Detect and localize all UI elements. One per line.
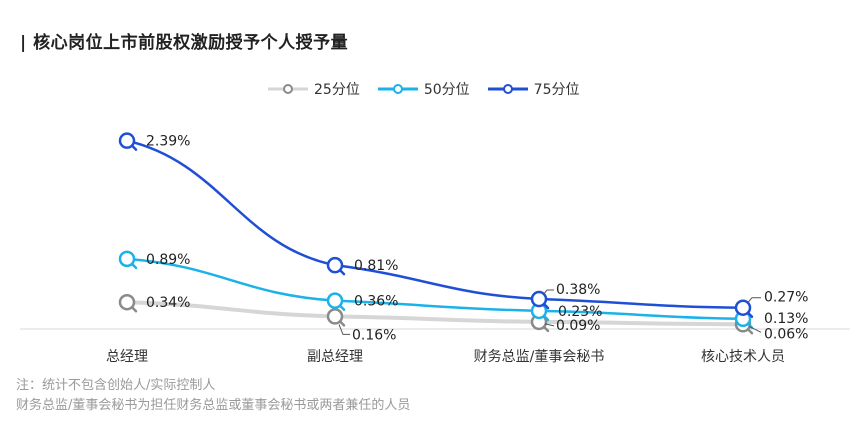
data-point-tail <box>130 262 138 270</box>
data-label: 0.81% <box>354 258 398 274</box>
data-label: 0.36% <box>354 294 398 310</box>
legend-swatch-25 <box>268 84 308 94</box>
legend-swatch-50 <box>377 84 418 94</box>
series-layer <box>125 139 745 327</box>
data-label: 0.34% <box>146 295 190 311</box>
data-point-tail <box>746 311 754 318</box>
data-point-tail <box>338 320 346 327</box>
legend-item-50: 50分位 <box>377 79 470 99</box>
data-label: 0.38% <box>556 282 600 298</box>
data-point <box>326 256 344 274</box>
series-line-0 <box>125 300 745 327</box>
label-leader <box>338 324 350 335</box>
data-point-tail <box>338 304 346 311</box>
marker-layer <box>118 132 754 335</box>
data-point <box>326 308 344 325</box>
data-point <box>530 290 548 308</box>
chart-notes: 注：统计不包含创始人/实际控制人 财务总监/董事会秘书为担任财务总监或董事会秘书… <box>16 376 410 416</box>
label-leader <box>746 297 761 305</box>
data-point-tail <box>130 305 138 313</box>
legend-label-50: 50分位 <box>423 82 470 98</box>
legend-label-25: 25分位 <box>314 82 360 98</box>
label-leader <box>748 325 762 333</box>
label-leader <box>544 323 555 327</box>
series-line-1 <box>125 257 745 321</box>
label-layer: 0.34% 0.16% 0.09% 0.06% 0.89% 0.36% 0.23% 0.13%… <box>146 134 808 344</box>
data-point-tail <box>542 314 550 322</box>
legend: 25分位 50分位 75分位 <box>268 79 579 99</box>
x-tick-label: 核心技术人员 <box>701 349 785 365</box>
legend-swatch-75 <box>487 84 528 94</box>
data-point <box>118 132 136 149</box>
legend-label-75: 75分位 <box>533 82 580 98</box>
data-point <box>326 292 344 309</box>
legend-item-75: 75分位 <box>487 79 580 99</box>
data-label: 2.39% <box>146 134 190 150</box>
chart-title: | 核心岗位上市前股权激励授予个人授予量 <box>20 33 349 53</box>
series-line-2 <box>125 139 745 309</box>
data-point-tail <box>542 302 550 310</box>
data-label: 0.06% <box>764 326 808 342</box>
data-label: 0.23% <box>558 304 602 320</box>
data-label: 0.89% <box>146 252 190 268</box>
data-label: 0.13% <box>764 311 808 327</box>
note-line-2: 财务总监/董事会秘书为担任财务总监或董事会秘书或两者兼任的人员 <box>16 398 411 413</box>
x-axis: 总经理 副总经理 财务总监/董事会秘书 核心技术人员 <box>20 328 850 365</box>
data-label: 0.16% <box>352 327 396 343</box>
legend-item-25: 25分位 <box>268 79 360 99</box>
data-point <box>734 299 752 316</box>
data-point-tail <box>746 328 754 335</box>
data-point-tail <box>542 325 550 333</box>
data-point <box>118 293 136 311</box>
data-label: 0.09% <box>556 318 600 334</box>
data-label: 0.27% <box>764 290 808 306</box>
label-leader <box>542 289 554 296</box>
note-line-1: 注：统计不包含创始人/实际控制人 <box>16 378 216 393</box>
data-point-tail <box>338 268 346 276</box>
x-tick-label: 副总经理 <box>307 349 363 365</box>
x-tick-label: 财务总监/董事会秘书 <box>474 349 605 365</box>
data-point-tail <box>130 144 138 151</box>
x-tick-label: 总经理 <box>106 349 148 365</box>
data-point <box>118 250 136 268</box>
